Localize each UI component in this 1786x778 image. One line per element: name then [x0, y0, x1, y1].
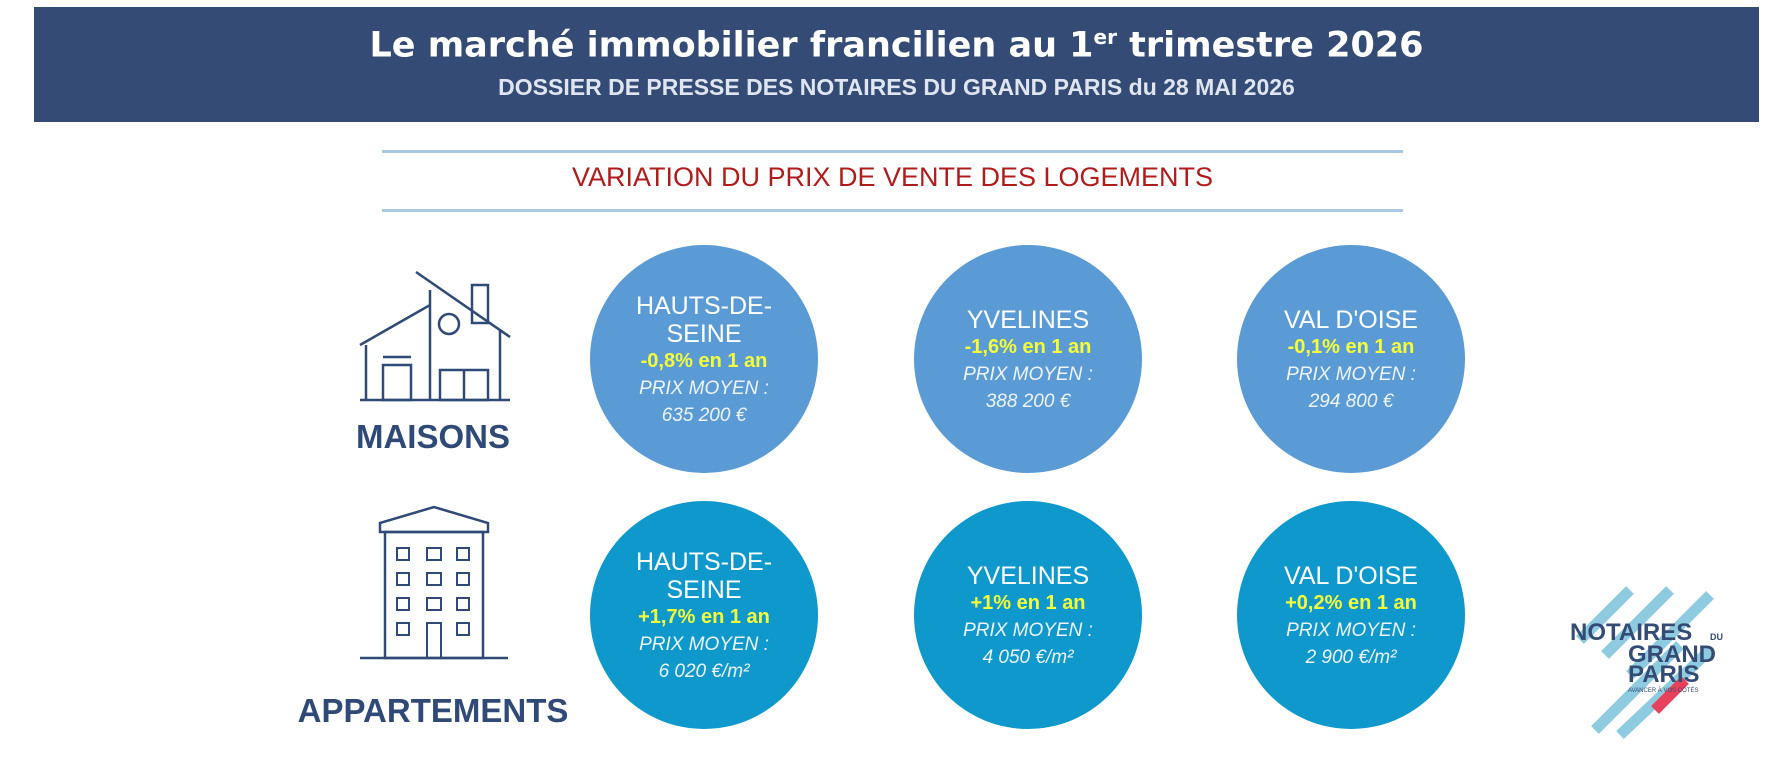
rule [382, 209, 1403, 212]
price-label: PRIX MOYEN : [963, 363, 1093, 385]
logo: NOTAIRES DU GRAND PARIS AVANCER À VOS CÔ… [1570, 586, 1723, 739]
title: Le marché immobilier francilien au 1er t… [34, 7, 1759, 66]
title-sup: er [1093, 25, 1117, 49]
logo-text: NOTAIRES [1570, 619, 1692, 646]
rule [382, 150, 1403, 153]
price-label: PRIX MOYEN : [639, 633, 769, 655]
price: 388 200 € [985, 390, 1071, 412]
region-name: YVELINES [966, 305, 1090, 334]
price: 6 020 €/m² [658, 660, 750, 682]
price-label: PRIX MOYEN : [963, 619, 1093, 641]
variation: +1,7% en 1 an [638, 605, 770, 628]
stat-circle: VAL D'OISE +0,2% en 1 an PRIX MOYEN : 2 900… [1237, 501, 1465, 729]
variation: -0,1% en 1 an [1287, 335, 1415, 358]
stat-circle: VAL D'OISE -0,1% en 1 an PRIX MOYEN : 294 8… [1237, 245, 1465, 473]
variation: +1% en 1 an [970, 591, 1086, 614]
price-label: PRIX MOYEN : [639, 377, 769, 399]
region-name: VAL D'OISE [1284, 561, 1418, 590]
variation: -1,6% en 1 an [964, 335, 1092, 358]
variation: -0,8% en 1 an [640, 349, 768, 372]
variation: +0,2% en 1 an [1285, 591, 1417, 614]
stat-circle: HAUTS-DE-SEINE -0,8% en 1 an PRIX MOYEN : 6… [590, 245, 818, 473]
title-part: Le marché immobilier francilien au 1 [369, 25, 1094, 66]
region-name: HAUTS-DE-SEINE [635, 291, 773, 348]
stat-circle: YVELINES -1,6% en 1 an PRIX MOYEN : 388 200… [914, 245, 1142, 473]
logo-text: DU [1710, 632, 1723, 642]
stat-circle: HAUTS-DE-SEINE +1,7% en 1 an PRIX MOYEN : 6… [590, 501, 818, 729]
price: 4 050 €/m² [982, 646, 1074, 668]
price: 2 900 €/m² [1305, 646, 1397, 668]
header-banner: Le marché immobilier francilien au 1er t… [34, 7, 1759, 122]
region-name: YVELINES [966, 561, 1090, 590]
logo-text: GRAND [1628, 641, 1716, 668]
region-name: VAL D'OISE [1284, 305, 1418, 334]
logo-text: AVANCER À VOS CÔTÉS [1628, 687, 1698, 694]
building-icon [360, 505, 508, 660]
title-part: trimestre 2026 [1116, 25, 1424, 66]
row-label: APPARTEMENTS [297, 692, 569, 729]
house-icon [359, 270, 511, 402]
price: 635 200 € [661, 404, 747, 426]
subtitle: DOSSIER DE PRESSE DES NOTAIRES DU GRAND … [498, 73, 1295, 100]
logo-text: PARIS [1628, 661, 1700, 688]
price: 294 800 € [1308, 390, 1394, 412]
region-name: HAUTS-DE-SEINE [635, 547, 773, 604]
section-title: VARIATION DU PRIX DE VENTE DES LOGEMENTS [571, 162, 1214, 192]
stat-circle: YVELINES +1% en 1 an PRIX MOYEN : 4 050 €/m… [914, 501, 1142, 729]
row-label: MAISONS [355, 418, 510, 455]
price-label: PRIX MOYEN : [1286, 619, 1416, 641]
price-label: PRIX MOYEN : [1286, 363, 1416, 385]
